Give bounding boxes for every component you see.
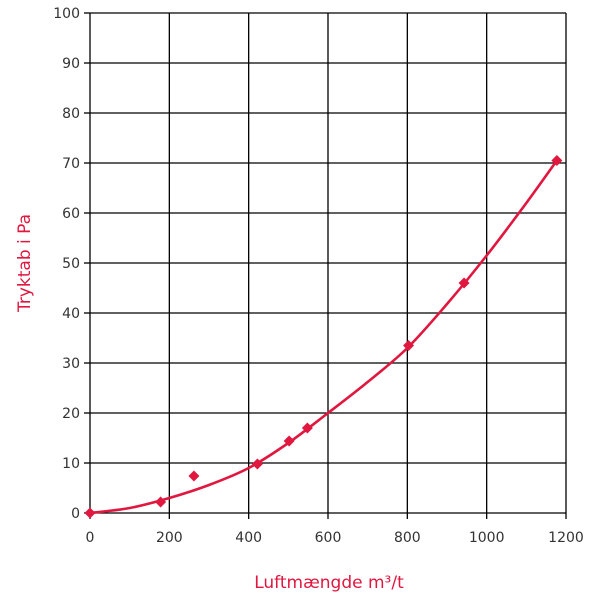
y-tick-label-10: 100	[53, 6, 80, 22]
y-tick-label-7: 70	[62, 156, 80, 172]
fit-curve	[88, 159, 559, 515]
y-tick-label-6: 60	[62, 206, 80, 222]
data-point-7	[458, 277, 470, 289]
data-point-2	[188, 470, 200, 482]
y-axis-label: Tryktab i Pa	[15, 214, 35, 313]
x-tick-label-1: 200	[156, 530, 183, 546]
data-point-0	[84, 507, 96, 519]
x-tick-label-3: 600	[315, 530, 342, 546]
y-tick-label-1: 10	[62, 456, 80, 472]
y-tick-labels: 0 10 20 30 40 50 60 70 80 90 100	[53, 6, 80, 522]
x-axis-label: Luftmængde m³/t	[254, 573, 404, 593]
y-tick-label-3: 30	[62, 356, 80, 372]
data-points	[84, 155, 563, 519]
x-tick-label-4: 800	[394, 530, 421, 546]
x-tick-label-5: 1000	[469, 530, 505, 546]
x-tick-label-6: 1200	[548, 530, 584, 546]
data-point-5	[301, 422, 313, 434]
data-point-1	[155, 496, 167, 508]
x-tick-labels: 0 200 400 600 800 1000 1200	[86, 530, 584, 546]
data-point-4	[283, 435, 295, 447]
y-tick-label-5: 50	[62, 256, 80, 272]
y-tick-label-4: 40	[62, 306, 80, 322]
y-tick-label-2: 20	[62, 406, 80, 422]
y-tick-label-9: 90	[62, 56, 80, 72]
data-point-6	[403, 340, 415, 351]
fit-curve-line	[88, 159, 559, 515]
data-point-3	[251, 458, 263, 470]
y-tick-label-8: 80	[62, 106, 80, 122]
y-tick-label-0: 0	[71, 506, 80, 522]
data-point-8	[551, 155, 563, 166]
x-tick-label-2: 400	[235, 530, 262, 546]
grid	[84, 12, 567, 519]
x-tick-label-0: 0	[86, 530, 95, 546]
